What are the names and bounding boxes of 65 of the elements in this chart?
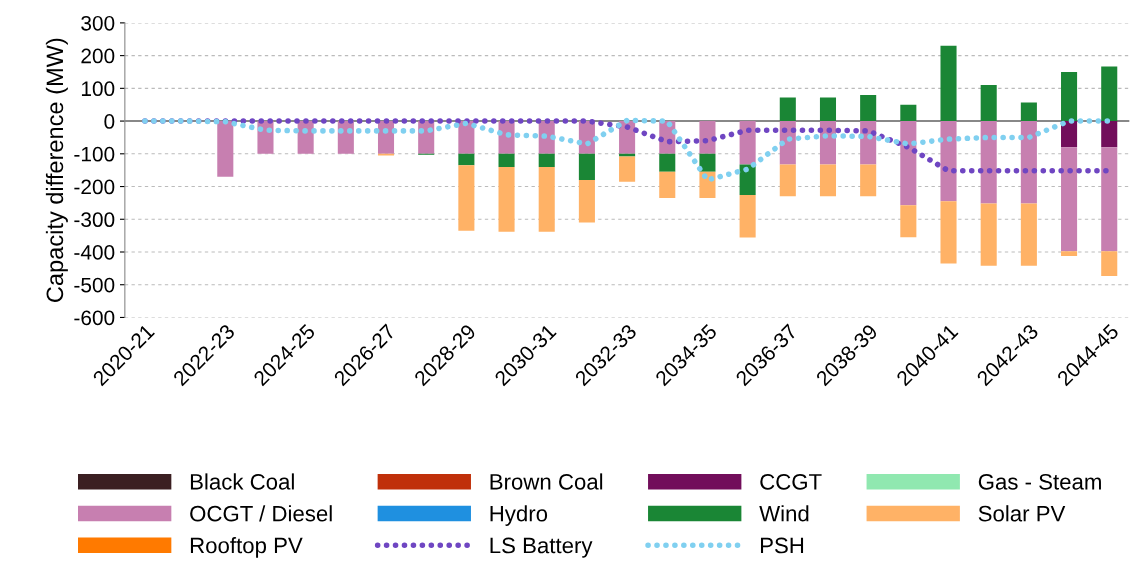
bar [940, 121, 957, 202]
bar [578, 153, 595, 180]
bar [538, 166, 555, 232]
legend-label: Rooftop PV [190, 537, 303, 558]
bar [1061, 147, 1078, 252]
y-tick-label: -400 [74, 245, 115, 260]
bar [739, 164, 756, 196]
bar [1061, 71, 1078, 122]
bar [860, 94, 877, 122]
bar [538, 153, 555, 167]
bar [980, 203, 997, 266]
bar [739, 121, 756, 165]
bar [900, 205, 917, 238]
y-tick-label: -600 [74, 310, 115, 326]
legend-label: Gas - Steam [978, 473, 1101, 490]
y-tick-label: 300 [81, 15, 115, 31]
y-tick-label: -200 [74, 179, 115, 195]
bar [779, 164, 796, 197]
y-tick-label: 200 [81, 48, 115, 64]
legend-label: Brown Coal [490, 473, 603, 490]
y-tick-label: -300 [74, 212, 115, 228]
bar [819, 164, 837, 197]
bar [498, 153, 515, 167]
bar [458, 165, 475, 231]
bar [819, 97, 837, 122]
bar [1020, 203, 1037, 266]
bar [659, 171, 676, 198]
bar [699, 121, 716, 154]
bar [980, 85, 997, 122]
bar [1061, 121, 1078, 148]
bar [900, 104, 917, 122]
legend-label: Hydro [490, 505, 548, 526]
bar [779, 97, 796, 122]
legend-label: Solar PV [978, 505, 1066, 522]
legend-label: CCGT [760, 473, 822, 490]
y-axis-title: Capacity difference (MW) [45, 38, 68, 302]
legend-label: Wind [759, 505, 809, 522]
y-tick-label: -100 [74, 146, 115, 162]
bar [739, 195, 756, 238]
legend-label: Black Coal [190, 473, 294, 490]
bar [659, 153, 676, 172]
bar [980, 121, 997, 204]
bar [578, 179, 595, 223]
bar [940, 201, 957, 264]
legend-label: OCGT / Diesel [190, 505, 332, 522]
bar [1101, 147, 1118, 252]
bar [217, 121, 234, 177]
bar [699, 153, 716, 172]
bar [619, 156, 636, 182]
bar [1101, 66, 1118, 122]
bar [1101, 121, 1118, 148]
bar [1020, 121, 1037, 204]
bar [458, 153, 475, 166]
y-tick-label: 0 [104, 114, 115, 129]
bar [940, 45, 957, 122]
bar [1020, 102, 1037, 122]
bar [860, 164, 877, 197]
y-tick-label: -500 [74, 277, 115, 293]
bar [1061, 251, 1078, 256]
legend-label: PSH [760, 537, 804, 554]
legend-label: LS Battery [490, 537, 593, 558]
bar [498, 166, 515, 232]
y-tick-label: 100 [81, 81, 115, 97]
bar [1101, 251, 1118, 276]
bar [900, 121, 917, 206]
